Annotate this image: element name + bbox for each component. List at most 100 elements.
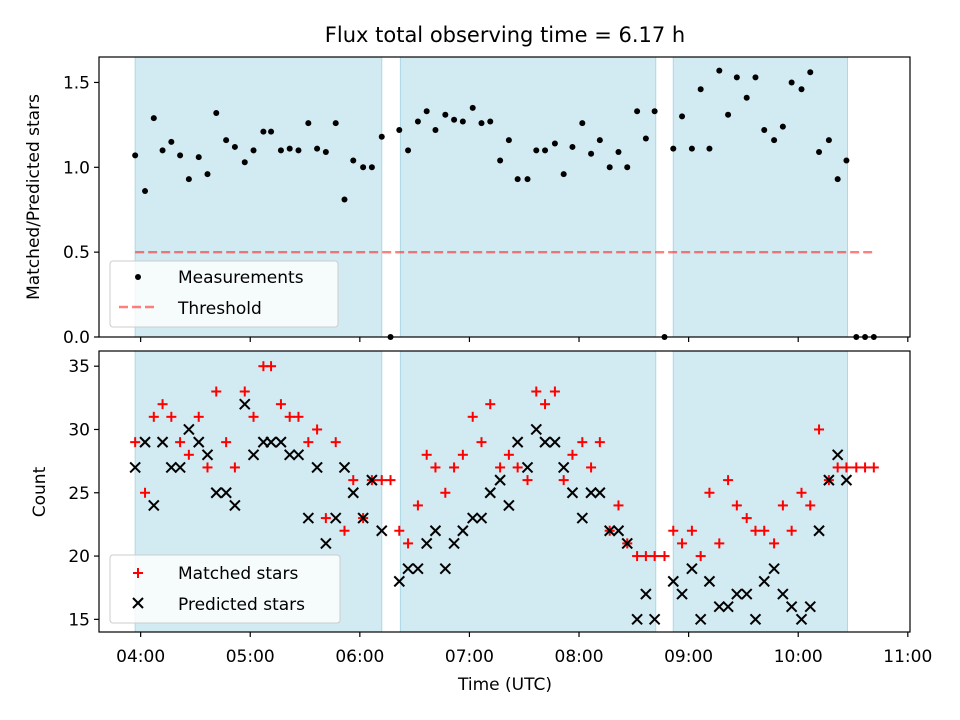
- predicted-star-point: [220, 487, 232, 499]
- matched-star-point: [320, 513, 331, 524]
- measurement-point: [487, 118, 494, 125]
- predicted-star-point: [320, 537, 332, 550]
- x-tick-label: 06:00: [335, 647, 384, 667]
- predicted-star-point: [165, 461, 178, 474]
- matched-star-point: [594, 437, 605, 448]
- predicted-star-point: [511, 436, 524, 448]
- matched-star-point: [796, 487, 807, 498]
- matched-star-point: [157, 399, 168, 410]
- predicted-star-point: [722, 600, 734, 613]
- predicted-star-point: [694, 613, 707, 626]
- matched-star-point: [677, 538, 688, 549]
- measurement-point: [505, 137, 512, 144]
- top-y-tick-label: 1.5: [63, 73, 90, 93]
- top-observing-window: [672, 56, 849, 338]
- matched-star-point: [558, 475, 569, 486]
- bot-y-tick-label: 30: [68, 420, 90, 440]
- matched-star-point: [723, 475, 734, 486]
- measurement-point: [624, 164, 631, 171]
- predicted-star-point: [795, 613, 808, 626]
- matched-star-point: [777, 500, 788, 511]
- measurement-point: [286, 145, 293, 152]
- predicted-star-point: [823, 474, 835, 486]
- predicted-star-point: [265, 436, 277, 448]
- measurement-point: [615, 149, 622, 156]
- top-y-tick-label: 0.0: [63, 328, 90, 348]
- matched-star-point: [704, 487, 715, 498]
- x-tick-label: 10:00: [774, 647, 823, 667]
- predicted-star-point: [457, 525, 469, 537]
- predicted-star-point: [376, 525, 388, 537]
- legend-predicted-label: Predicted stars: [178, 595, 305, 615]
- measurement-point: [843, 157, 850, 164]
- matched-star-point: [567, 449, 578, 460]
- measurement-point: [807, 69, 814, 76]
- predicted-star-point: [703, 575, 716, 588]
- matched-star-point: [841, 462, 852, 473]
- measurement-point: [241, 159, 248, 166]
- measurement-point: [250, 147, 257, 154]
- measurement-point: [159, 147, 166, 154]
- measurement-point: [396, 126, 403, 133]
- predicted-star-point: [402, 563, 414, 575]
- predicted-star-point: [210, 487, 222, 499]
- measurement-point: [204, 171, 211, 178]
- x-tick-label: 05:00: [226, 647, 275, 667]
- measurement-point: [588, 150, 595, 157]
- top-legend: Measurements Threshold: [109, 260, 339, 328]
- predicted-star-point: [612, 525, 625, 537]
- x-tick-label: 07:00: [445, 647, 494, 667]
- matched-star-point: [303, 437, 314, 448]
- predicted-star-point: [366, 474, 378, 486]
- measurement-point: [469, 104, 476, 111]
- measurement-point: [231, 143, 238, 150]
- matched-star-point: [193, 411, 204, 422]
- matched-star-point: [540, 399, 551, 410]
- measurement-point: [651, 108, 658, 115]
- matched-star-point: [211, 386, 222, 397]
- top-y-tick-label: 1.0: [63, 158, 90, 178]
- matched-star-point: [175, 437, 186, 448]
- predicted-star-point: [831, 449, 844, 461]
- predicted-star-point: [467, 512, 479, 524]
- predicted-star-point: [494, 474, 506, 486]
- measurement-point: [569, 143, 576, 150]
- predicted-star-point: [393, 575, 405, 588]
- matched-star-point: [476, 437, 487, 448]
- matched-star-point: [503, 449, 514, 460]
- measurement-point: [132, 152, 139, 159]
- bottom-plot-frame: [98, 350, 911, 633]
- predicted-star-point: [749, 613, 762, 626]
- measurement-point: [195, 154, 202, 161]
- measurement-point: [542, 147, 549, 154]
- predicted-star-point: [686, 563, 698, 575]
- measurement-point: [277, 147, 284, 154]
- measurement-point: [743, 94, 750, 101]
- matched-star-point: [741, 513, 752, 524]
- predicted-star-point: [139, 436, 151, 448]
- predicted-star-point: [621, 537, 633, 550]
- predicted-star-point: [594, 487, 606, 499]
- predicted-star-point: [183, 423, 195, 436]
- predicted-star-point: [804, 600, 816, 613]
- measurement-point: [798, 86, 805, 93]
- predicted-star-point: [439, 563, 452, 575]
- measurement-point: [341, 196, 348, 203]
- matched-star-point: [750, 525, 761, 536]
- predicted-star-point: [347, 487, 359, 499]
- measurement-point: [788, 79, 795, 86]
- matched-star-point: [759, 525, 770, 536]
- legend-threshold-label: Threshold: [177, 299, 262, 319]
- predicted-star-point: [338, 461, 351, 474]
- measurement-point: [168, 138, 175, 145]
- predicted-star-point: [648, 613, 661, 626]
- measurement-point: [497, 157, 504, 164]
- matched-star-point: [786, 525, 797, 536]
- measurement-point: [185, 176, 192, 183]
- measurement-point: [679, 113, 686, 120]
- measurement-point: [706, 145, 713, 152]
- matched-star-point: [275, 399, 286, 410]
- predicted-star-point: [148, 499, 160, 512]
- predicted-star-point: [174, 461, 186, 474]
- matched-star-point: [640, 551, 651, 562]
